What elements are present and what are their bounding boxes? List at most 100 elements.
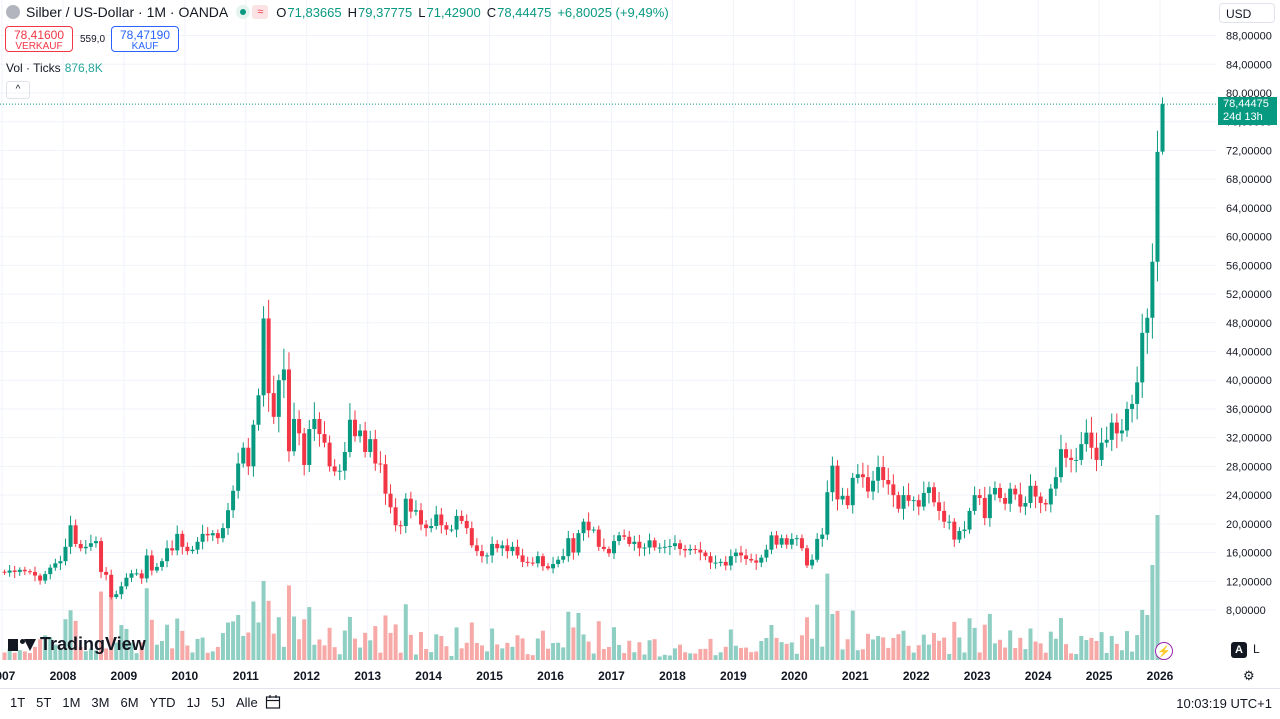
range-alle[interactable]: Alle: [236, 695, 258, 710]
volume-bar: [490, 628, 495, 660]
candle-body: [134, 573, 139, 575]
candle-body: [398, 525, 403, 527]
time-axis-label: 2008: [50, 669, 77, 683]
volume-bar: [22, 651, 27, 660]
price-axis-label: 32,00000: [1226, 433, 1272, 445]
sell-label: VERKAUF: [15, 41, 63, 52]
range-5t[interactable]: 5T: [36, 695, 52, 710]
volume-bar: [916, 645, 921, 660]
volume-bar: [937, 640, 942, 660]
range-1t[interactable]: 1T: [10, 695, 26, 710]
volume-bar: [606, 646, 611, 660]
ohlc-low-key: L: [418, 4, 426, 20]
collapse-legend-button[interactable]: ^: [6, 81, 30, 99]
lightning-icon[interactable]: ⚡: [1155, 642, 1173, 660]
clock[interactable]: 10:03:19 UTC+1: [1176, 696, 1272, 711]
volume-bar: [683, 652, 688, 660]
volume-bar: [1094, 640, 1099, 660]
log-scale-button[interactable]: L: [1253, 642, 1260, 656]
candle-body: [774, 535, 779, 545]
range-6m[interactable]: 6M: [120, 695, 139, 710]
volume-bar: [566, 611, 571, 660]
volume-bar: [789, 642, 794, 660]
volume-bar: [419, 631, 424, 660]
price-axis-label: 16,00000: [1226, 548, 1272, 560]
ohlc-open-key: O: [276, 4, 287, 20]
price-axis-label: 28,00000: [1226, 461, 1272, 473]
volume-bar: [617, 644, 622, 660]
volume-bar: [1064, 644, 1069, 660]
candle-body: [1135, 382, 1140, 404]
range-3m[interactable]: 3M: [91, 695, 110, 710]
candle-body: [703, 552, 708, 557]
price-axis-label: 20,00000: [1226, 519, 1272, 531]
candle-body: [429, 525, 434, 529]
candle-body: [1074, 459, 1079, 461]
candle-body: [1018, 494, 1023, 507]
volume-bar: [429, 652, 434, 660]
candle-body: [667, 546, 672, 548]
volume-bar: [657, 656, 662, 660]
volume-bar: [261, 580, 266, 660]
candle-body: [1094, 447, 1099, 460]
candle-body: [860, 474, 865, 478]
candle-body: [789, 538, 794, 545]
volume-bar: [1038, 643, 1043, 660]
volume-bar: [17, 650, 22, 660]
volume-bar: [815, 604, 820, 660]
bar-countdown: 24d 13h: [1223, 111, 1263, 123]
candle-body: [424, 524, 429, 529]
candle-body: [99, 541, 104, 572]
range-1m[interactable]: 1M: [62, 695, 81, 710]
volume-bar: [190, 652, 195, 660]
price-axis-label: 84,00000: [1226, 59, 1272, 71]
volume-bar: [286, 585, 291, 660]
volume-bar: [967, 618, 972, 660]
time-axis-label: 2018: [659, 669, 686, 683]
ohlc-high-key: H: [347, 4, 358, 20]
candle-body: [231, 490, 236, 511]
candle-body: [840, 495, 845, 500]
candle-body: [378, 463, 383, 465]
volume-bar: [2, 652, 7, 660]
candle-body: [937, 502, 942, 511]
currency-selector[interactable]: USD: [1219, 3, 1275, 23]
volume-bar: [992, 643, 997, 660]
symbol-title[interactable]: Silber / US-Dollar · 1M · OANDA: [26, 4, 229, 20]
volume-bar: [952, 621, 957, 660]
sell-button[interactable]: 78,41600 VERKAUF: [5, 26, 73, 52]
gear-icon[interactable]: ⚙: [1243, 668, 1255, 683]
volume-bar: [378, 652, 383, 660]
candle-body: [403, 498, 408, 526]
candle-body: [22, 569, 27, 572]
tradingview-logo[interactable]: TradingView: [8, 634, 146, 655]
auto-scale-button[interactable]: A: [1231, 642, 1247, 658]
price-axis-label: 60,00000: [1226, 232, 1272, 244]
candle-body: [769, 535, 774, 550]
volume-bar: [1023, 649, 1028, 660]
volume-bar: [1130, 651, 1135, 660]
volume-bar: [1008, 630, 1013, 660]
volume-legend[interactable]: Vol · Ticks 876,8K: [6, 61, 103, 75]
range-5j[interactable]: 5J: [211, 695, 225, 710]
volume-bar: [449, 655, 454, 660]
volume-bar: [860, 649, 865, 660]
calendar-range-icon[interactable]: [265, 694, 281, 710]
volume-bar: [241, 635, 246, 660]
time-axis-label: 2014: [415, 669, 442, 683]
volume-bar: [7, 648, 12, 660]
volume-bar: [200, 637, 205, 660]
time-axis-label: 2017: [598, 669, 625, 683]
candle-body: [754, 560, 759, 563]
volume-bar: [1043, 652, 1048, 660]
buy-button[interactable]: 78,47190 KAUF: [111, 26, 179, 52]
range-1j[interactable]: 1J: [186, 695, 201, 710]
range-ytd[interactable]: YTD: [149, 695, 176, 710]
volume-bar: [1119, 650, 1124, 660]
candle-body: [1079, 444, 1084, 460]
time-axis-label: 2011: [233, 669, 259, 683]
price-chart[interactable]: 8,00000 12,00000 16,00000 20,00000 24,00000 2…: [0, 0, 1280, 688]
candle-body: [12, 570, 17, 572]
candle-body: [1023, 503, 1028, 507]
market-open-icon: [236, 5, 251, 19]
